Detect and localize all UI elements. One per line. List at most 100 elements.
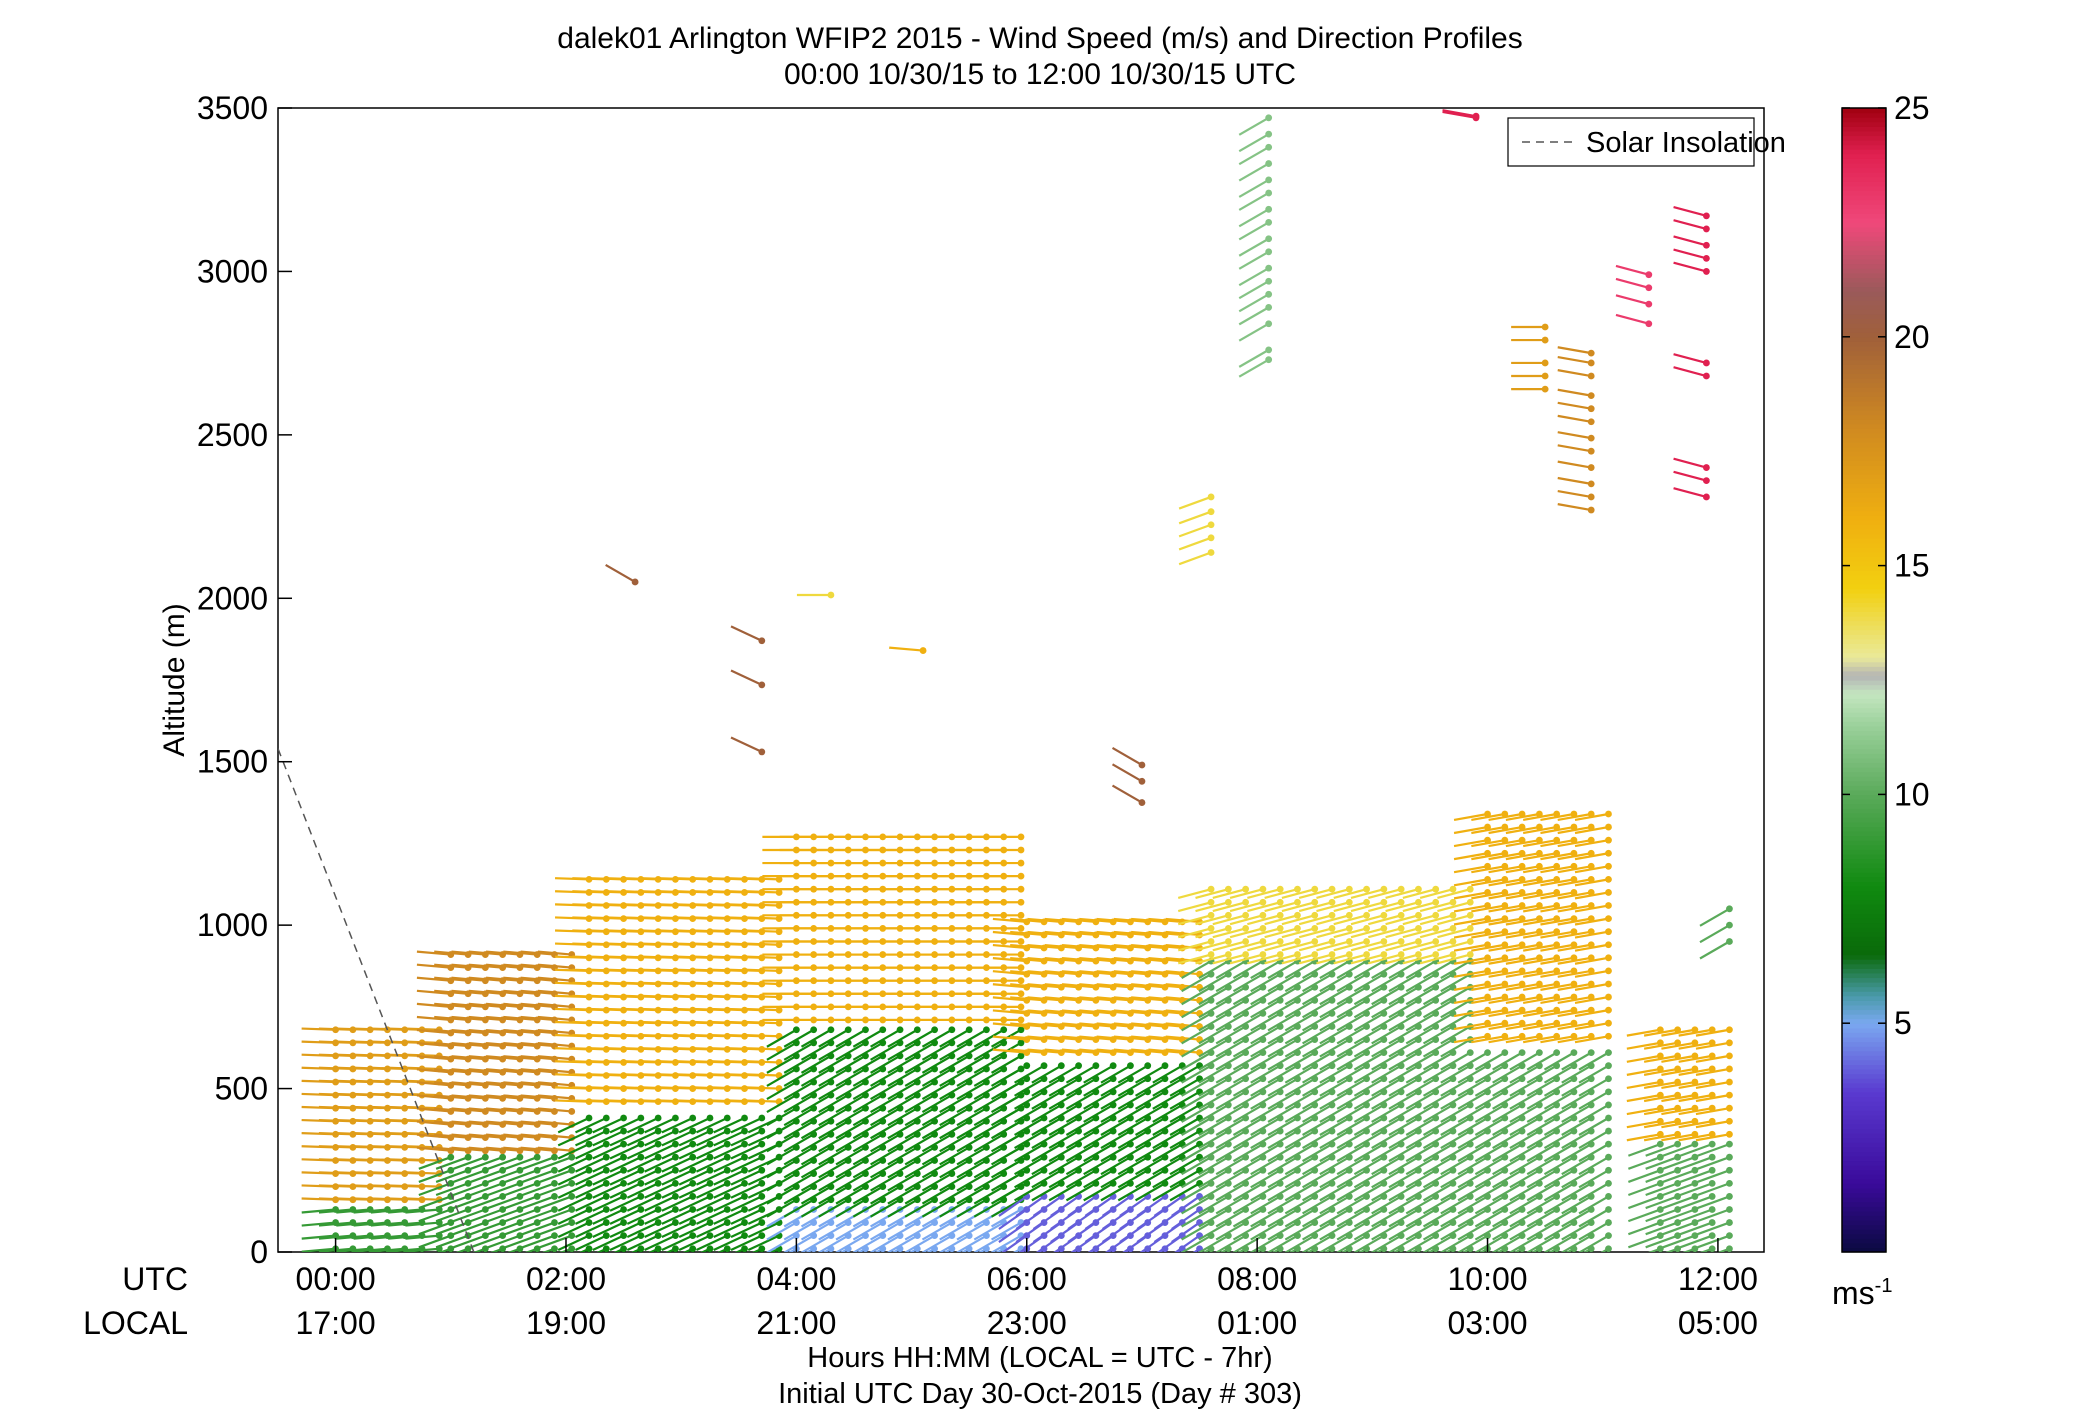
wind-barb — [1526, 1195, 1558, 1215]
wind-barb-dot — [758, 1206, 766, 1213]
wind-barb-dot — [602, 1179, 610, 1187]
wind-barb-dot — [1645, 284, 1653, 292]
wind-barb — [956, 1107, 987, 1127]
wind-barb — [1027, 970, 1062, 976]
wind-barb — [1250, 973, 1281, 993]
wind-barb — [644, 1221, 676, 1238]
wind-barb-dot — [1605, 1193, 1612, 1200]
wind-barb-dot — [758, 637, 766, 645]
wind-barb — [1697, 1182, 1730, 1197]
wind-barb — [1578, 1143, 1610, 1163]
wind-barb — [1509, 1103, 1540, 1123]
wind-barb — [1232, 1012, 1264, 1032]
wind-barb-dot — [1380, 925, 1388, 932]
wind-barb — [1198, 1156, 1229, 1176]
wind-barb — [1232, 960, 1264, 980]
wind-barb — [661, 1182, 694, 1199]
wind-barb — [1679, 1169, 1713, 1183]
wind-barb — [1574, 930, 1609, 939]
wind-barb — [1232, 1234, 1264, 1252]
wind-barb — [1281, 940, 1316, 952]
wind-barb-dot — [447, 1219, 455, 1226]
wind-barb — [1371, 960, 1402, 980]
wind-barb-dot — [1328, 951, 1336, 958]
wind-barb — [537, 1094, 572, 1100]
wind-barb — [1215, 973, 1247, 993]
wind-barb — [713, 1221, 745, 1238]
wind-barb-dot — [1328, 911, 1336, 919]
wind-barb — [1457, 1143, 1489, 1163]
wind-barb — [1643, 1120, 1678, 1129]
wind-barb-dot — [1207, 549, 1215, 556]
wind-barb — [539, 1208, 573, 1223]
colorbar-segment — [1842, 464, 1886, 471]
wind-barb — [1557, 503, 1592, 512]
wind-barb — [416, 1002, 451, 1008]
wind-barb-dot — [758, 748, 766, 756]
wind-barb — [818, 1221, 849, 1241]
wind-barb — [1453, 982, 1488, 991]
wind-barb — [1505, 865, 1540, 874]
wind-barb — [818, 1068, 849, 1087]
wind-barb-dot — [1345, 898, 1353, 906]
wind-barb — [887, 1172, 918, 1192]
wind-barb — [1281, 927, 1316, 939]
wind-barb — [1031, 1117, 1062, 1136]
wind-barb — [416, 1094, 451, 1100]
wind-barb-dot — [1345, 925, 1353, 932]
wind-barb — [1250, 1156, 1281, 1176]
wind-barb — [468, 1081, 503, 1087]
wind-barb — [973, 1107, 1005, 1127]
wind-barb — [1048, 1090, 1080, 1110]
wind-barb — [1061, 917, 1096, 923]
wind-barb — [1044, 1035, 1079, 1041]
wind-barb — [609, 1130, 642, 1147]
wind-barb — [1152, 1090, 1183, 1110]
colorbar-segment — [1842, 167, 1886, 173]
wind-barb — [678, 1195, 711, 1212]
wind-barb-dot — [654, 1193, 662, 1200]
wind-barb — [592, 1130, 625, 1147]
wind-barb — [1302, 1169, 1333, 1189]
wind-barb — [1152, 1130, 1183, 1150]
wind-barb — [835, 1146, 867, 1166]
wind-barb — [1371, 1156, 1402, 1176]
wind-barb — [1557, 943, 1592, 952]
wind-barb — [1169, 1143, 1201, 1163]
wind-barb — [592, 1143, 625, 1160]
wind-barb — [1371, 1077, 1402, 1097]
colorbar-segment — [1842, 1032, 1886, 1038]
wind-barb-dot — [741, 1232, 748, 1240]
wind-barb — [1405, 1090, 1437, 1110]
wind-barb — [904, 1081, 936, 1100]
wind-barb — [1212, 901, 1246, 913]
wind-barb-dot — [1265, 219, 1273, 226]
wind-barb — [1267, 960, 1299, 980]
wind-barb — [507, 1247, 521, 1252]
wind-barb — [1371, 1103, 1402, 1123]
wind-barb — [800, 1185, 832, 1205]
colorbar-segment — [1842, 684, 1886, 690]
wind-barb — [1371, 1038, 1402, 1058]
colorbar-segment — [1842, 716, 1886, 722]
wind-barb — [939, 1054, 970, 1074]
wind-barb — [1388, 1025, 1419, 1045]
wind-barb — [730, 625, 763, 642]
wind-barb — [1153, 1195, 1183, 1217]
wind-barb — [1492, 1195, 1523, 1215]
wind-barb-dot — [1605, 1032, 1612, 1040]
colorbar-segment — [1842, 1046, 1886, 1052]
wind-barb — [991, 1054, 1022, 1074]
wind-barb — [1169, 1103, 1201, 1123]
wind-barb-dot — [1587, 349, 1595, 357]
wind-barb — [992, 943, 1027, 950]
colorbar-segment — [1842, 780, 1886, 786]
wind-barb — [468, 1146, 503, 1152]
wind-barb — [405, 1158, 440, 1162]
wind-barb — [870, 1028, 901, 1048]
wind-barb — [1474, 1208, 1506, 1228]
wind-barb-dot — [1017, 846, 1025, 854]
colorbar-segment — [1842, 574, 1886, 580]
wind-barb — [1353, 1221, 1385, 1241]
wind-barb-dot — [1587, 464, 1595, 471]
